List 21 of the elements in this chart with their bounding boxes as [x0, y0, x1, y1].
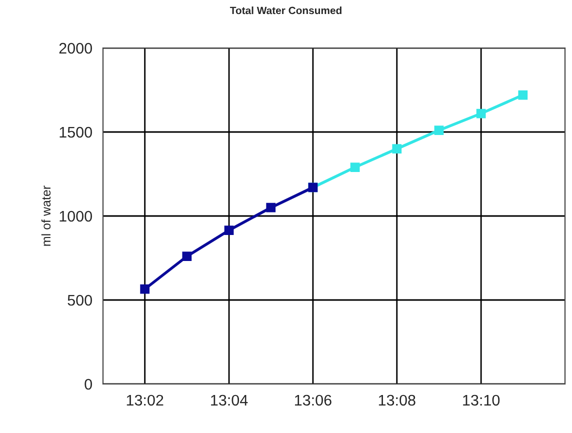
y-tick-label: 0 [84, 378, 92, 390]
point [434, 126, 444, 136]
point [392, 144, 402, 154]
y-tick-label: 1000 [60, 210, 92, 222]
y-tick-label: 1500 [60, 126, 92, 138]
point [476, 108, 486, 118]
point [140, 284, 150, 294]
point [224, 226, 234, 235]
chart-title: Total Water Consumed [230, 6, 342, 14]
point [518, 90, 528, 100]
y-tick-label: 2000 [59, 42, 92, 54]
point [182, 252, 192, 262]
y-axis-title: ml of water [41, 186, 51, 246]
x-tick-label: 13:02 [126, 394, 164, 406]
x-tick-label: 13:10 [463, 394, 500, 406]
x-tick-label: 13:04 [211, 394, 248, 406]
x-tick-label: 13:08 [378, 394, 416, 406]
point [350, 162, 360, 172]
x-tick-label: 13:06 [295, 394, 332, 406]
y-tick-label: 500 [68, 294, 92, 306]
point [266, 202, 276, 212]
